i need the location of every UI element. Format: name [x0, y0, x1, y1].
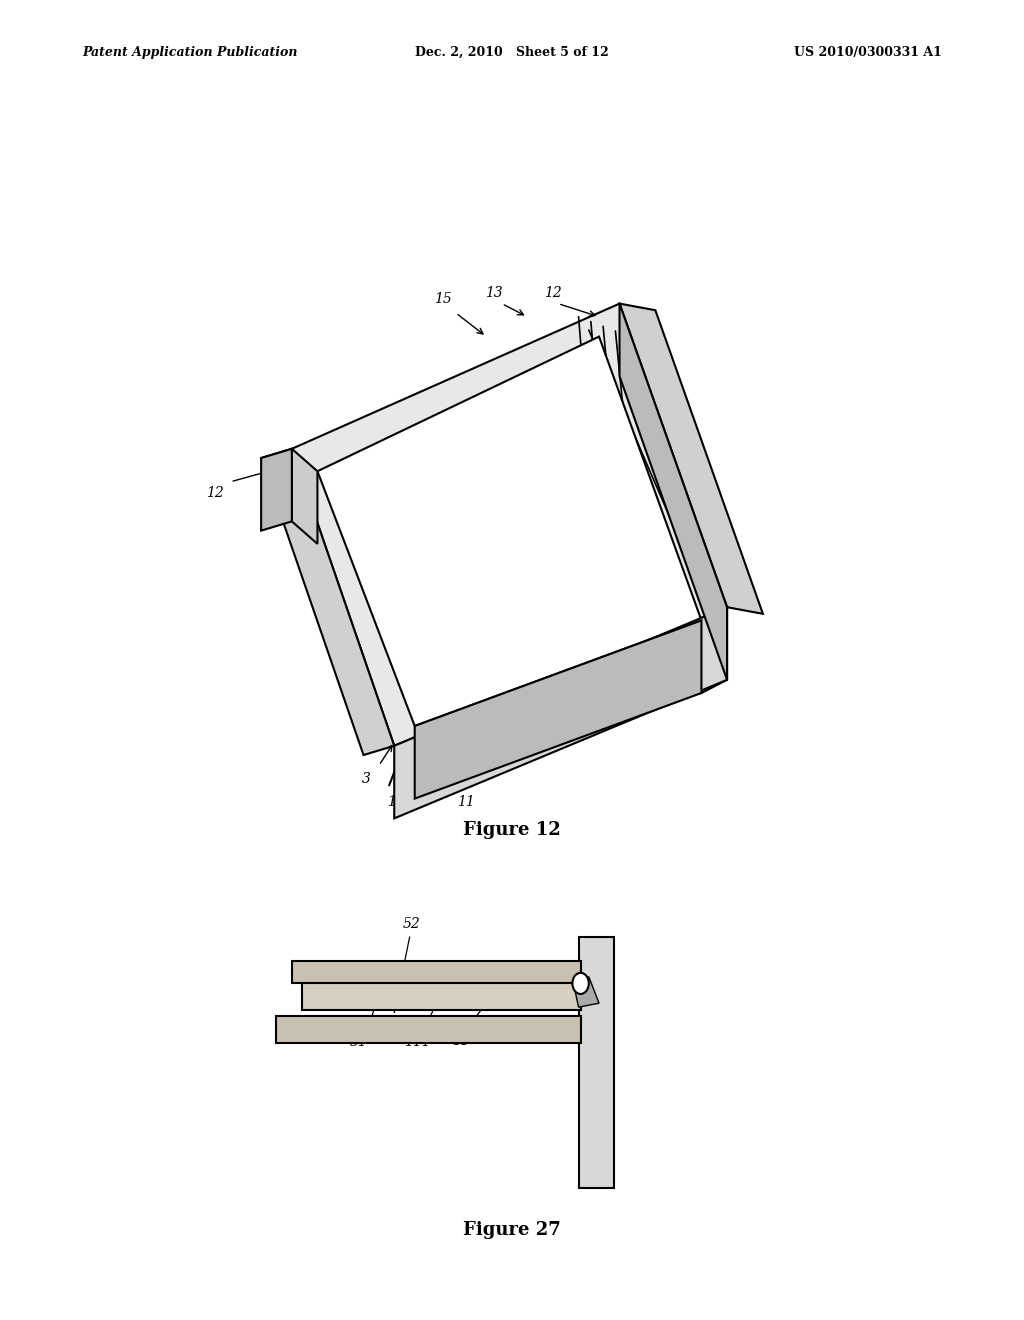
Circle shape: [572, 973, 589, 994]
Polygon shape: [415, 620, 701, 799]
Text: Patent Application Publication: Patent Application Publication: [82, 46, 297, 59]
Polygon shape: [292, 304, 727, 746]
Text: Figure 27: Figure 27: [463, 1221, 561, 1239]
Polygon shape: [261, 449, 292, 531]
Polygon shape: [302, 983, 581, 1010]
Text: Dec. 2, 2010   Sheet 5 of 12: Dec. 2, 2010 Sheet 5 of 12: [415, 46, 609, 59]
Polygon shape: [276, 1016, 581, 1043]
Text: Figure 12: Figure 12: [463, 821, 561, 840]
Text: 52: 52: [402, 916, 421, 931]
Polygon shape: [573, 977, 599, 1007]
Text: 1: 1: [387, 795, 395, 809]
Text: 111: 111: [404, 1035, 431, 1049]
Polygon shape: [317, 337, 701, 726]
Text: US 2010/0300331 A1: US 2010/0300331 A1: [795, 46, 942, 59]
Polygon shape: [620, 304, 727, 680]
Polygon shape: [292, 449, 317, 544]
Polygon shape: [701, 607, 727, 693]
Polygon shape: [620, 304, 763, 614]
Polygon shape: [579, 937, 614, 1188]
Text: 51: 51: [349, 1035, 368, 1049]
Text: 12: 12: [544, 285, 562, 300]
Polygon shape: [292, 961, 581, 983]
Text: 11: 11: [453, 1035, 469, 1048]
Polygon shape: [261, 449, 394, 755]
Text: 15: 15: [434, 292, 453, 306]
Text: 11: 11: [457, 795, 475, 809]
Text: 13: 13: [484, 285, 503, 300]
Polygon shape: [394, 607, 727, 818]
Text: 3: 3: [362, 772, 371, 787]
Text: 12: 12: [206, 486, 224, 500]
